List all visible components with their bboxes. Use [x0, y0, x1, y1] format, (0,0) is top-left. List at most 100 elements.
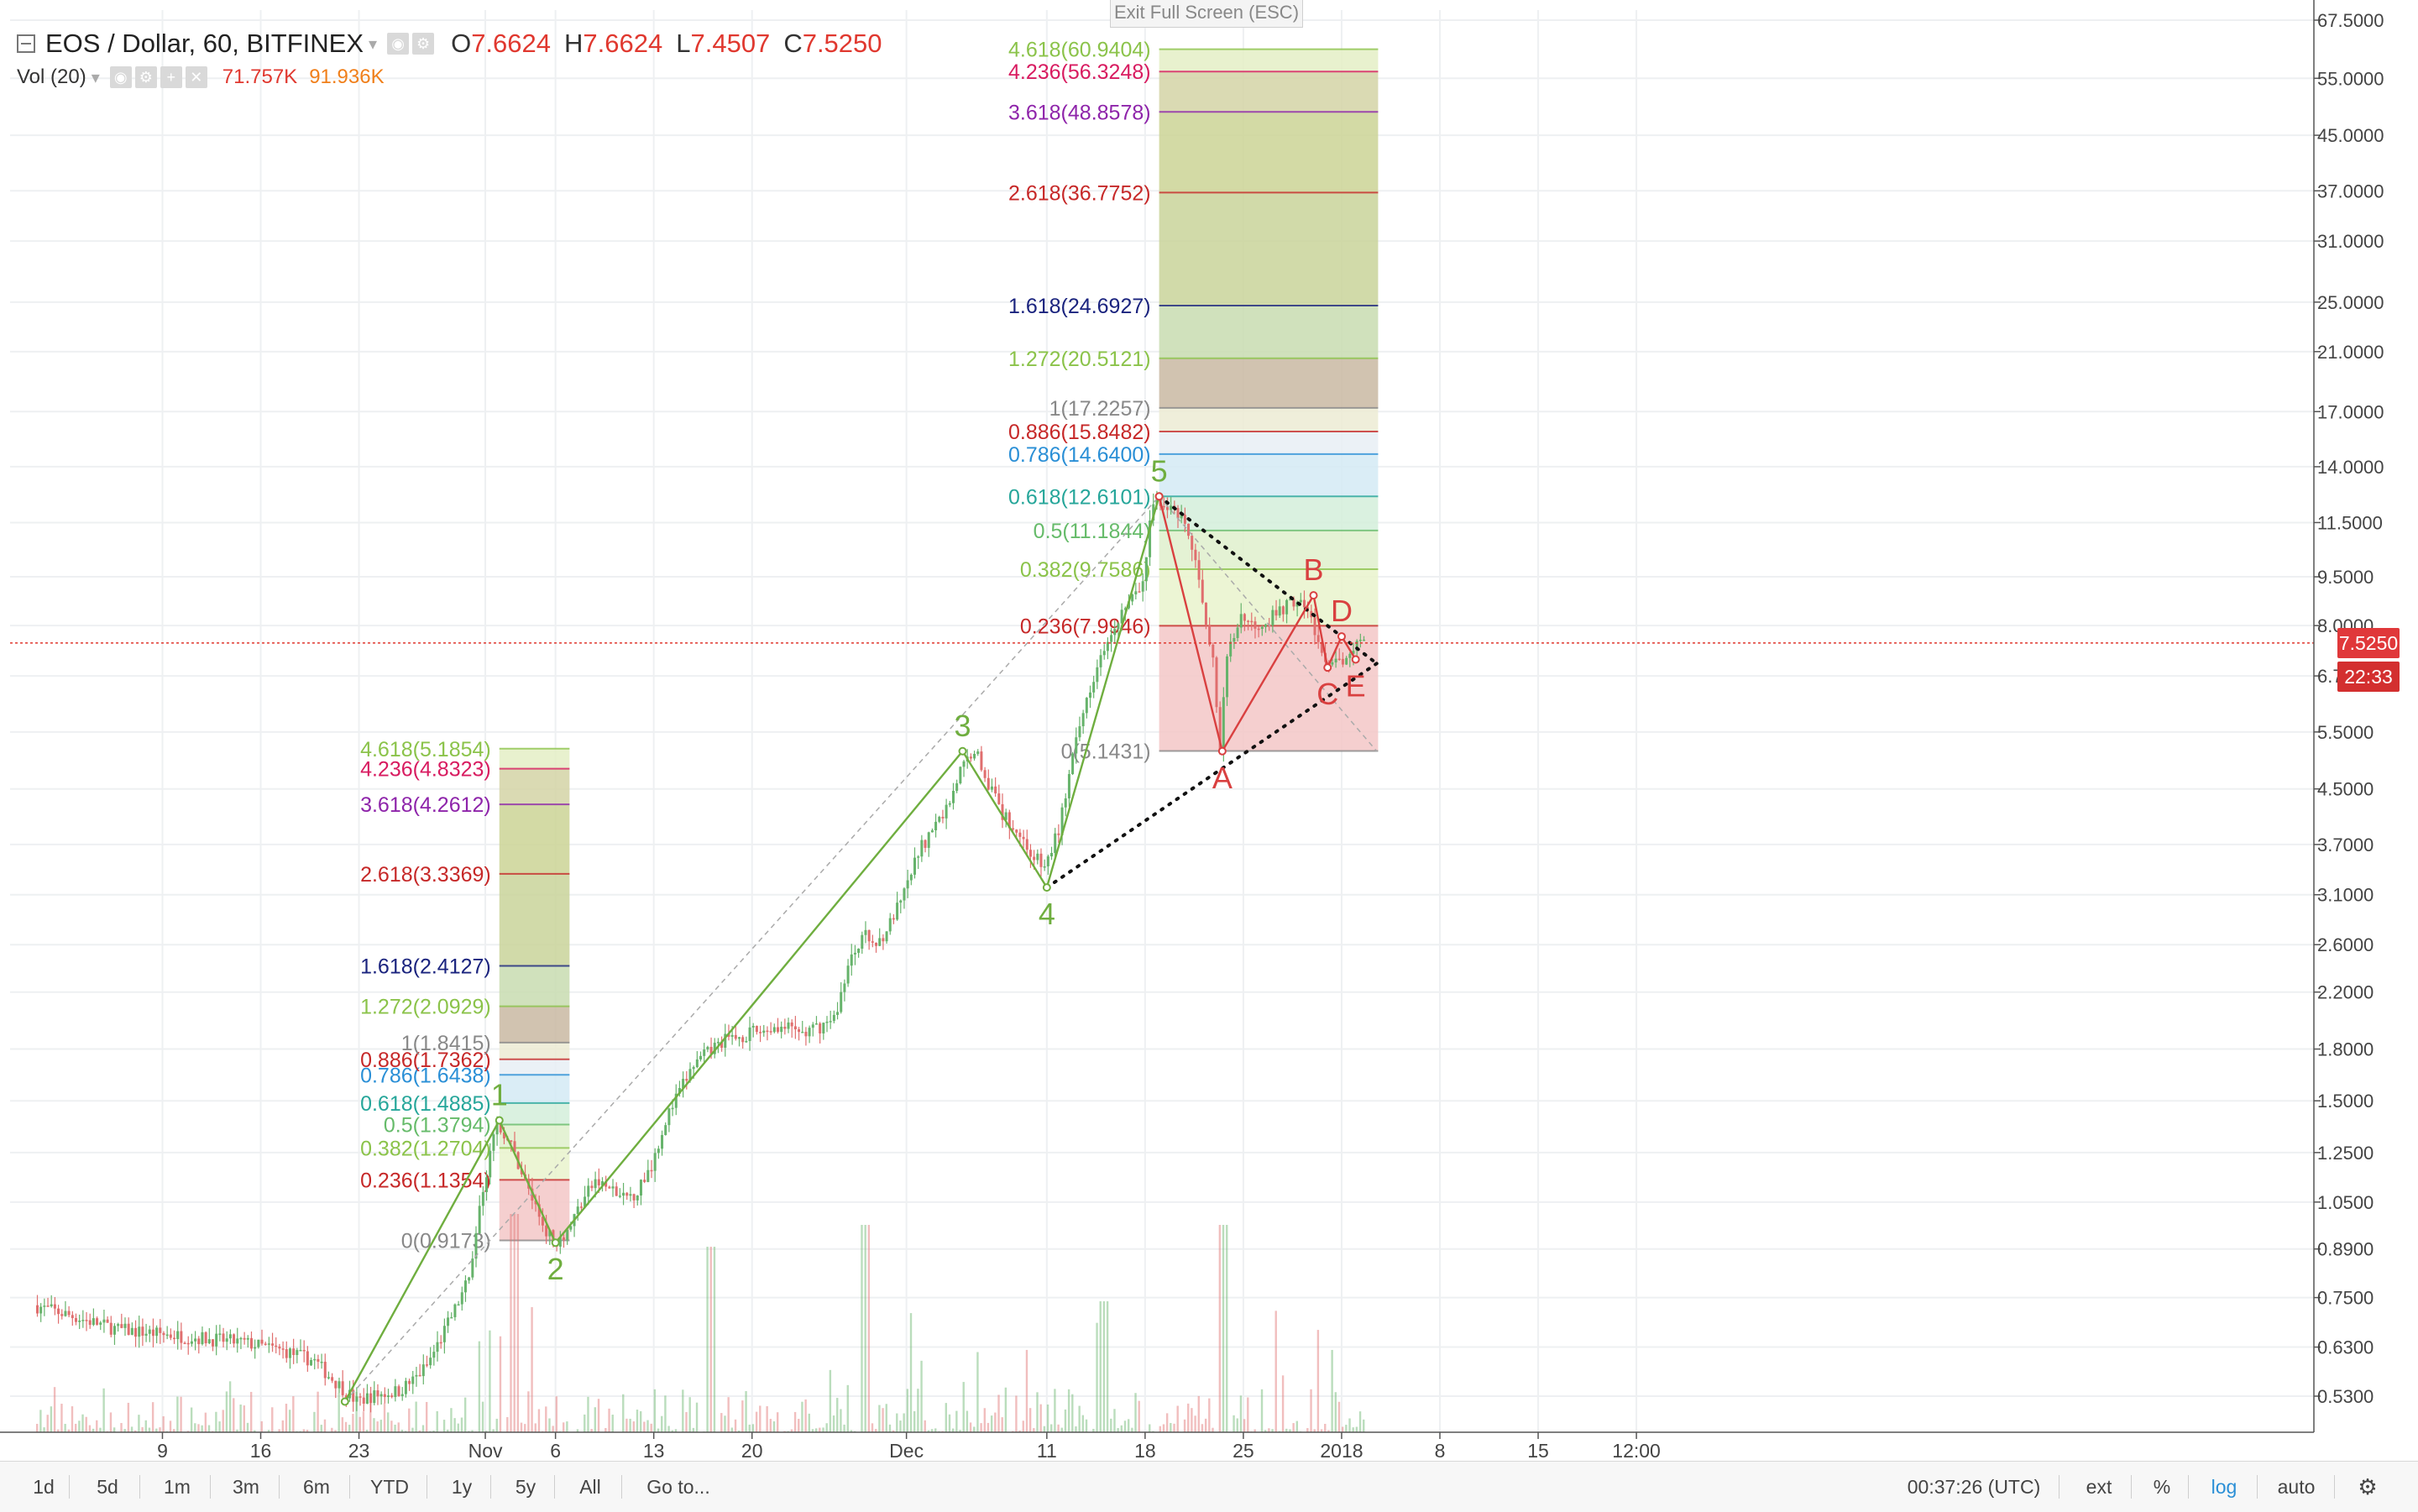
volume-bar — [131, 1426, 133, 1432]
volume-bar — [1201, 1424, 1203, 1432]
volume-bar — [920, 1361, 922, 1432]
candle-body — [191, 1342, 193, 1344]
collapse-icon[interactable] — [17, 34, 35, 53]
candle-body — [664, 1125, 667, 1135]
low-value: 7.4507 — [690, 29, 770, 59]
settings-icon[interactable]: ⚙ — [412, 33, 434, 55]
volume-bar — [348, 1425, 350, 1432]
range-1d-button[interactable]: 1d — [24, 1462, 64, 1512]
candle-body — [741, 1037, 744, 1042]
volume-bar — [566, 1421, 568, 1432]
volume-bar — [801, 1402, 803, 1432]
fib-zone — [1159, 306, 1379, 358]
candle-body — [615, 1186, 618, 1195]
volume-bar — [506, 1417, 508, 1432]
price-chart[interactable]: 0(0.9173)0.236(1.1354)0.382(1.2704)0.5(1… — [0, 0, 2418, 1461]
range-ytd-button[interactable]: YTD — [366, 1462, 413, 1512]
candle-body — [643, 1180, 646, 1182]
symbol-title[interactable]: EOS / Dollar, 60, BITFINEX — [45, 29, 364, 59]
candle-body — [89, 1321, 92, 1326]
range-5d-button[interactable]: 5d — [87, 1462, 128, 1512]
wave-label: 5 — [1151, 453, 1168, 488]
candle-body — [910, 875, 913, 881]
candle-body — [1275, 610, 1278, 616]
settings-icon[interactable]: ⚙ — [135, 66, 157, 88]
exit-fullscreen-button[interactable]: Exit Full Screen (ESC) — [1110, 0, 1303, 28]
eye-icon[interactable]: ◉ — [387, 33, 409, 55]
range-6m-button[interactable]: 6m — [296, 1462, 338, 1512]
volume-bar — [1170, 1423, 1171, 1432]
volume-bar — [1149, 1425, 1150, 1432]
candle-body — [780, 1027, 782, 1032]
range-1y-button[interactable]: 1y — [443, 1462, 480, 1512]
candle-body — [955, 783, 958, 791]
chevron-down-icon[interactable]: ▾ — [369, 34, 377, 55]
candle-body — [254, 1347, 256, 1349]
candle-body — [1303, 600, 1306, 608]
range-1m-button[interactable]: 1m — [156, 1462, 198, 1512]
volume-bar — [1359, 1411, 1361, 1432]
volume-bar — [1243, 1419, 1245, 1432]
auto-scale-toggle[interactable]: auto — [2272, 1462, 2321, 1512]
separator — [2188, 1475, 2189, 1499]
volume-bar — [1198, 1396, 1200, 1432]
candle-body — [826, 1022, 829, 1023]
volume-bar — [50, 1406, 52, 1432]
candle-body — [706, 1047, 709, 1049]
wave-point — [342, 1398, 348, 1405]
candle-body — [236, 1338, 238, 1343]
candle-body — [271, 1343, 274, 1346]
time-tick-label: Dec — [889, 1440, 924, 1461]
range-5y-button[interactable]: 5y — [507, 1462, 544, 1512]
go-to-button[interactable]: Go to... — [638, 1462, 719, 1512]
close-icon[interactable]: ✕ — [186, 66, 207, 88]
candle-body — [566, 1230, 568, 1240]
volume-bar — [633, 1421, 635, 1432]
candle-body — [387, 1395, 390, 1397]
candle-body — [896, 902, 898, 919]
utc-clock[interactable]: 00:37:26 (UTC) — [1902, 1462, 2045, 1512]
candle-body — [355, 1396, 358, 1401]
candle-body — [102, 1320, 105, 1323]
candle-body — [976, 751, 979, 754]
volume-bar — [745, 1391, 746, 1432]
candle-body — [338, 1381, 340, 1388]
volume-bar — [527, 1391, 529, 1432]
last-price-tag: 7.5250 — [2337, 628, 2400, 658]
price-tick-label: 1.2500 — [2317, 1143, 2374, 1164]
eye-icon[interactable]: ◉ — [110, 66, 132, 88]
volume-bar — [749, 1425, 751, 1432]
fib-level-label: 0.5(1.3794) — [384, 1114, 491, 1138]
volume-bar — [411, 1428, 413, 1432]
volume-bar — [36, 1424, 38, 1432]
volume-bar — [450, 1408, 452, 1432]
fib-level-label: 0.382(1.2704) — [360, 1137, 491, 1160]
volume-bar — [345, 1422, 347, 1432]
volume-bar — [531, 1307, 532, 1432]
volume-bar — [1131, 1428, 1133, 1432]
candle-body — [693, 1067, 695, 1069]
range-all-button[interactable]: All — [571, 1462, 610, 1512]
candle-body — [229, 1334, 232, 1338]
log-scale-toggle[interactable]: log — [2205, 1462, 2243, 1512]
chevron-down-icon[interactable]: ▾ — [92, 67, 100, 88]
volume-bar — [380, 1420, 382, 1432]
time-tick-label: 15 — [1527, 1440, 1549, 1461]
gear-icon[interactable]: ⚙ — [2351, 1462, 2384, 1512]
candle-body — [64, 1311, 66, 1316]
candle-body — [994, 787, 997, 793]
add-icon[interactable]: + — [160, 66, 182, 88]
volume-title[interactable]: Vol (20) — [17, 65, 86, 89]
ext-hours-toggle[interactable]: ext — [2080, 1462, 2117, 1512]
volume-bar — [408, 1409, 410, 1432]
candle-body — [1057, 834, 1060, 835]
volume-bar — [363, 1411, 364, 1432]
range-3m-button[interactable]: 3m — [225, 1462, 267, 1512]
percent-scale-toggle[interactable]: % — [2148, 1462, 2176, 1512]
candle-body — [78, 1321, 81, 1322]
wave-label: 3 — [955, 709, 971, 743]
volume-bar — [342, 1417, 343, 1432]
candle-body — [99, 1322, 102, 1325]
fib-level-label: 0.618(12.6101) — [1008, 485, 1151, 509]
candle-body — [1145, 557, 1148, 582]
